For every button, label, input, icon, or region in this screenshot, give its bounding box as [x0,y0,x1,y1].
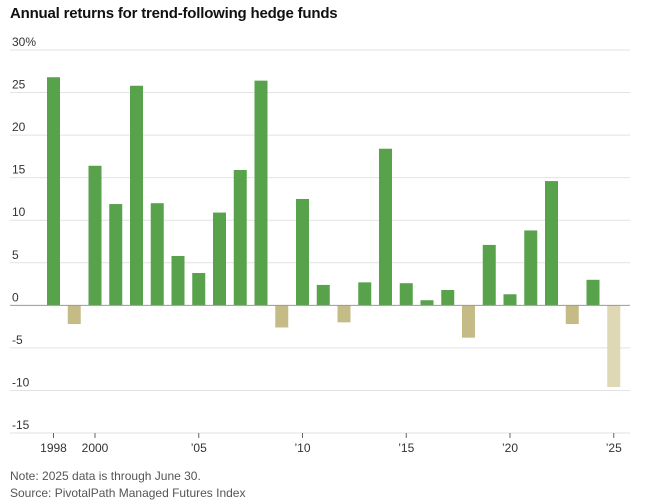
y-tick-label: -15 [12,418,30,432]
y-tick-label: 20 [12,120,26,134]
bar-2010 [296,198,309,306]
chart-note: Note: 2025 data is through June 30. [10,469,201,483]
bar-2015 [399,283,413,306]
bar-2017 [441,290,455,306]
x-tick-label: 2000 [82,441,109,455]
y-tick-label: 25 [12,78,26,92]
bar-2016 [420,300,434,306]
x-tick-label: ’20 [502,441,518,455]
bar-2004 [171,255,185,306]
bar-2001 [109,204,123,306]
bar-2014 [379,148,392,306]
bar-2012 [337,305,351,323]
bar-2024 [586,279,600,306]
x-tick-label: ’25 [606,441,622,455]
bar-2009 [275,305,289,328]
y-tick-label: 10 [12,205,26,219]
gridlines [10,49,630,434]
y-tick-label: 15 [12,163,26,177]
bar-2021 [524,230,538,306]
bar-2019 [482,244,496,306]
y-tick-label: -5 [12,333,23,347]
bar-1998 [47,77,60,306]
bar-2020 [503,294,517,306]
x-tick-label: ’05 [191,441,207,455]
bar-2025 [607,305,621,388]
y-tick-label: 30% [12,35,36,49]
y-tick-label: 5 [12,248,19,262]
bar-2008 [254,80,268,306]
chart-title: Annual returns for trend-following hedge… [10,5,338,22]
bar-2018 [462,305,475,338]
x-tick-label: ’15 [398,441,414,455]
bar-2011 [316,284,330,306]
bar-2005 [192,272,206,306]
bar-2000 [88,165,102,306]
bar-2007 [233,170,247,306]
bar-2022 [545,181,558,306]
bar-2013 [358,282,372,306]
x-tick-label: 1998 [40,441,67,455]
y-axis-labels: 30% 25 20 15 10 5 0 -5 -10 -15 [12,35,36,432]
bars [47,77,621,388]
bar-2023 [565,305,579,325]
bar-2002 [130,85,143,306]
x-tick-label: ’10 [294,441,310,455]
x-axis-labels: 1998 2000 ’05 ’10 ’15 ’20 ’25 [40,433,622,455]
bar-2006 [213,212,226,306]
bar-1999 [67,305,81,325]
bar-2003 [150,203,164,306]
y-tick-label: 0 [12,290,19,304]
chart-source: Source: PivotalPath Managed Futures Inde… [10,486,246,500]
y-tick-label: -10 [12,375,30,389]
